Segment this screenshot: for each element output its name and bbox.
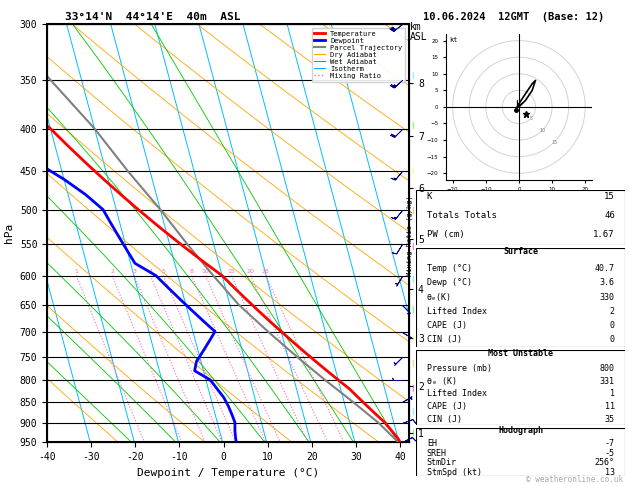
Text: © weatheronline.co.uk: © weatheronline.co.uk xyxy=(526,474,623,484)
Text: |: | xyxy=(411,276,413,283)
Text: 15: 15 xyxy=(552,140,558,145)
Text: Mixing Ratio (g/kg): Mixing Ratio (g/kg) xyxy=(406,195,413,276)
Text: 1: 1 xyxy=(610,389,615,399)
Text: 0: 0 xyxy=(610,335,615,345)
X-axis label: Dewpoint / Temperature (°C): Dewpoint / Temperature (°C) xyxy=(137,468,319,478)
Text: |: | xyxy=(411,306,413,313)
Text: |: | xyxy=(411,334,413,341)
Text: 10: 10 xyxy=(201,269,209,274)
Text: |: | xyxy=(411,207,413,214)
Text: EH: EH xyxy=(427,439,437,448)
Y-axis label: hPa: hPa xyxy=(4,223,14,243)
Text: 3.6: 3.6 xyxy=(600,278,615,287)
Text: |: | xyxy=(411,408,413,415)
Text: 0: 0 xyxy=(610,321,615,330)
Text: |: | xyxy=(411,430,413,436)
Text: 11: 11 xyxy=(605,402,615,411)
Text: PW (cm): PW (cm) xyxy=(427,229,464,239)
Text: |: | xyxy=(411,243,413,250)
Text: 5: 5 xyxy=(529,116,532,122)
Text: Dewp (°C): Dewp (°C) xyxy=(427,278,472,287)
Text: 15: 15 xyxy=(228,269,235,274)
Text: Hodograph: Hodograph xyxy=(498,426,543,434)
Text: |: | xyxy=(411,385,413,392)
Text: 35: 35 xyxy=(605,415,615,424)
Text: CAPE (J): CAPE (J) xyxy=(427,402,467,411)
Text: Most Unstable: Most Unstable xyxy=(488,348,554,358)
Text: θₑ (K): θₑ (K) xyxy=(427,377,457,386)
Text: |: | xyxy=(411,361,413,367)
Text: StmDir: StmDir xyxy=(427,458,457,468)
Text: Temp (°C): Temp (°C) xyxy=(427,264,472,273)
Text: 33°14'N  44°14'E  40m  ASL: 33°14'N 44°14'E 40m ASL xyxy=(65,12,241,22)
Text: |: | xyxy=(411,167,413,174)
Text: 256°: 256° xyxy=(595,458,615,468)
Text: 1.67: 1.67 xyxy=(593,229,615,239)
Text: 1: 1 xyxy=(74,269,78,274)
Legend: Temperature, Dewpoint, Parcel Trajectory, Dry Adiabat, Wet Adiabat, Isotherm, Mi: Temperature, Dewpoint, Parcel Trajectory… xyxy=(311,28,405,82)
Text: 46: 46 xyxy=(604,211,615,220)
Text: Lifted Index: Lifted Index xyxy=(427,389,487,399)
Text: StmSpd (kt): StmSpd (kt) xyxy=(427,468,482,477)
Text: 13: 13 xyxy=(605,468,615,477)
Text: 40.7: 40.7 xyxy=(595,264,615,273)
Text: 25: 25 xyxy=(262,269,270,274)
Text: -5: -5 xyxy=(605,449,615,458)
Text: SREH: SREH xyxy=(427,449,447,458)
Text: 10.06.2024  12GMT  (Base: 12): 10.06.2024 12GMT (Base: 12) xyxy=(423,12,604,22)
Text: Lifted Index: Lifted Index xyxy=(427,307,487,316)
Text: 331: 331 xyxy=(600,377,615,386)
Text: |: | xyxy=(411,122,413,129)
Text: K: K xyxy=(427,192,432,201)
Text: CAPE (J): CAPE (J) xyxy=(427,321,467,330)
Text: 4: 4 xyxy=(148,269,152,274)
Text: 2: 2 xyxy=(110,269,114,274)
Text: CIN (J): CIN (J) xyxy=(427,415,462,424)
Text: 800: 800 xyxy=(600,364,615,373)
Text: θₑ(K): θₑ(K) xyxy=(427,293,452,302)
Text: 10: 10 xyxy=(540,128,546,133)
Text: Surface: Surface xyxy=(503,247,538,256)
Text: Pressure (mb): Pressure (mb) xyxy=(427,364,492,373)
Text: ASL: ASL xyxy=(410,32,428,42)
Text: |: | xyxy=(411,71,413,79)
Text: 15: 15 xyxy=(604,192,615,201)
Text: -7: -7 xyxy=(605,439,615,448)
Text: km: km xyxy=(410,22,422,32)
Text: 330: 330 xyxy=(600,293,615,302)
Text: CIN (J): CIN (J) xyxy=(427,335,462,345)
Text: 2: 2 xyxy=(610,307,615,316)
Text: 3: 3 xyxy=(132,269,136,274)
Text: kt: kt xyxy=(449,37,458,43)
Text: 8: 8 xyxy=(189,269,194,274)
Text: 20: 20 xyxy=(247,269,255,274)
Text: Totals Totals: Totals Totals xyxy=(427,211,497,220)
Text: 5: 5 xyxy=(162,269,165,274)
